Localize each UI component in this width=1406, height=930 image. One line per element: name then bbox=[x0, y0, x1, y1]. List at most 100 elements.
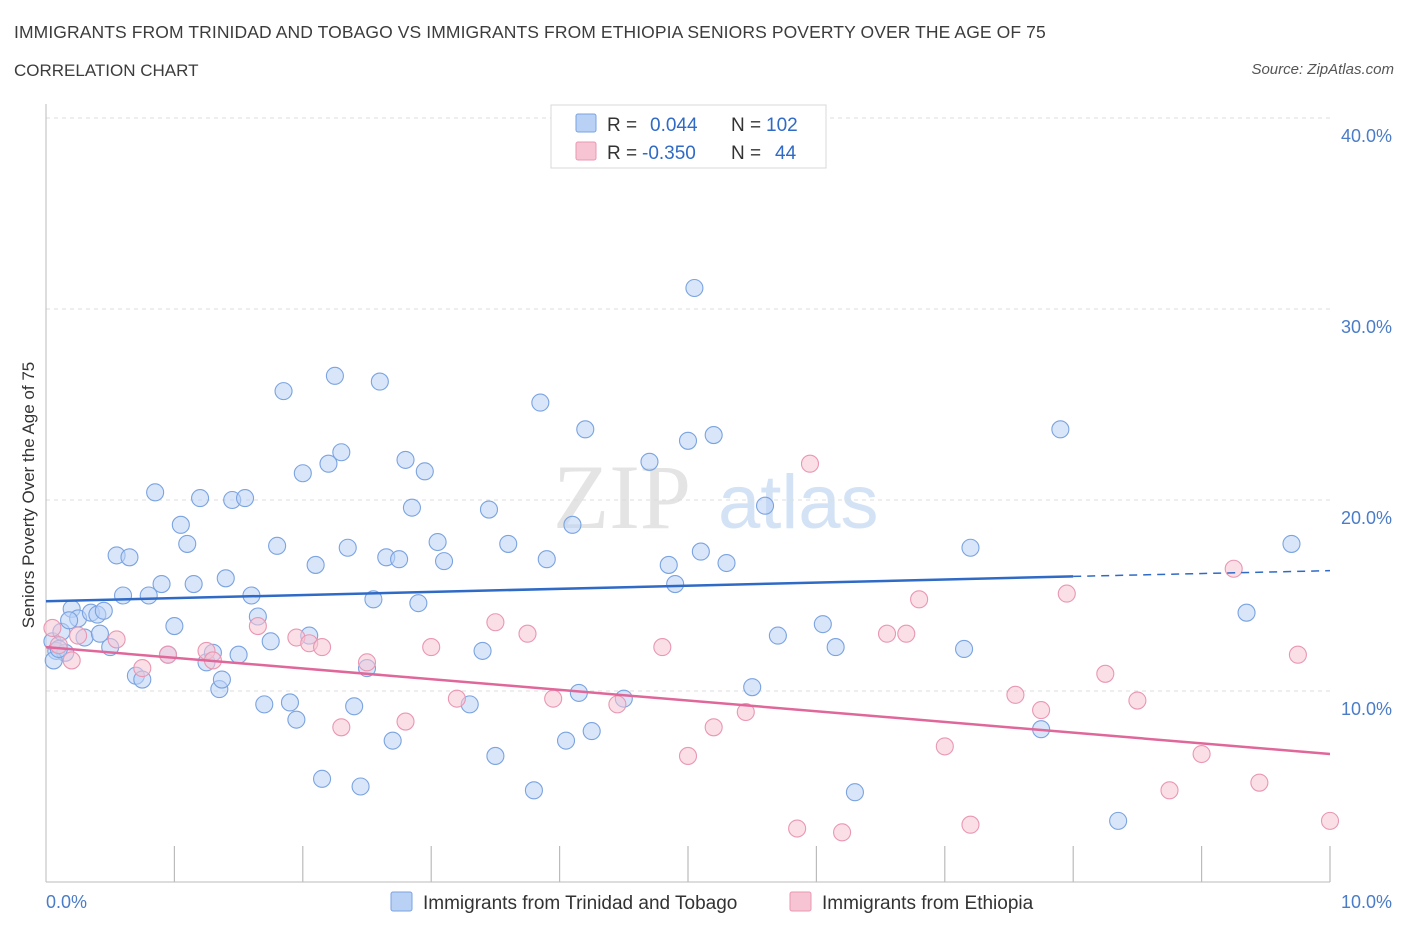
trinidad-point-76 bbox=[582, 722, 601, 741]
ethiopia-point-2 bbox=[62, 651, 81, 670]
ethiopia-point-37 bbox=[1096, 664, 1115, 683]
trinidad-point-47 bbox=[325, 366, 344, 385]
trinidad-point-41 bbox=[287, 710, 306, 729]
trinidad-point-59 bbox=[402, 498, 421, 517]
trend-trinidad-dashed bbox=[1073, 569, 1331, 578]
bottom-swatch-ethiopia bbox=[789, 891, 812, 912]
y-axis-label: Seniors Poverty Over the Age of 75 bbox=[19, 362, 38, 628]
ethiopia-point-34 bbox=[1006, 685, 1025, 704]
trinidad-point-24 bbox=[184, 574, 203, 594]
ethiopia-point-41 bbox=[1224, 559, 1243, 578]
chart-subtitle: CORRELATION CHART bbox=[14, 61, 199, 80]
ethiopia-point-21 bbox=[608, 695, 627, 714]
ethiopia-point-32 bbox=[935, 737, 954, 756]
ethiopia-point-36 bbox=[1057, 584, 1076, 603]
legend-r-label-1: R = bbox=[607, 115, 637, 136]
bottom-swatch-trinidad bbox=[390, 891, 413, 912]
trinidad-point-69 bbox=[524, 781, 543, 800]
ethiopia-point-14 bbox=[357, 653, 377, 672]
y-tick-label-30: 30.0% bbox=[1341, 317, 1392, 337]
ethiopia-point-4 bbox=[107, 630, 126, 649]
ethiopia-point-24 bbox=[704, 718, 723, 737]
ethiopia-point-33 bbox=[961, 815, 980, 834]
ethiopia-point-26 bbox=[788, 819, 807, 838]
trinidad-point-66 bbox=[479, 500, 499, 519]
trinidad-point-98 bbox=[1282, 534, 1301, 553]
trend-lines bbox=[45, 569, 1331, 756]
trinidad-point-91 bbox=[845, 783, 864, 802]
ethiopia-point-40 bbox=[1192, 744, 1211, 764]
trinidad-point-14 bbox=[120, 548, 139, 567]
trinidad-point-19 bbox=[152, 574, 171, 594]
trinidad-point-82 bbox=[685, 278, 704, 298]
trinidad-point-57 bbox=[390, 550, 409, 569]
trinidad-point-75 bbox=[576, 420, 595, 439]
trinidad-point-62 bbox=[428, 532, 447, 552]
series-trinidad-points bbox=[43, 278, 1301, 830]
ethiopia-point-16 bbox=[422, 638, 441, 657]
trinidad-point-13 bbox=[113, 586, 133, 605]
y-tick-label-10: 10.0% bbox=[1341, 699, 1392, 719]
trinidad-point-38 bbox=[268, 536, 287, 555]
trinidad-point-60 bbox=[409, 594, 428, 613]
ethiopia-point-38 bbox=[1128, 691, 1147, 710]
trinidad-point-22 bbox=[171, 515, 190, 534]
trinidad-point-53 bbox=[364, 590, 383, 609]
trinidad-point-29 bbox=[212, 670, 231, 689]
ethiopia-point-29 bbox=[877, 624, 897, 643]
trinidad-point-36 bbox=[255, 695, 274, 714]
ethiopia-point-28 bbox=[833, 823, 852, 842]
trinidad-point-88 bbox=[768, 626, 787, 645]
trinidad-point-44 bbox=[306, 555, 325, 574]
trinidad-point-87 bbox=[755, 496, 775, 515]
trinidad-point-67 bbox=[486, 746, 505, 765]
correlation-legend: R = 0.044 N = 102 R = -0.350 N = 44 bbox=[550, 104, 827, 169]
trinidad-point-100 bbox=[60, 611, 79, 630]
trinidad-point-65 bbox=[473, 641, 492, 660]
trinidad-point-63 bbox=[434, 552, 454, 571]
ethiopia-point-18 bbox=[486, 613, 505, 632]
trinidad-point-73 bbox=[563, 515, 582, 534]
trinidad-point-70 bbox=[531, 393, 550, 412]
trinidad-point-56 bbox=[383, 731, 402, 750]
trinidad-point-25 bbox=[191, 489, 210, 508]
trinidad-point-81 bbox=[678, 431, 698, 450]
series-legend: Immigrants from Trinidad and Tobago Immi… bbox=[390, 891, 1034, 914]
x-ticks bbox=[173, 846, 1331, 882]
legend-n-value-2: 44 bbox=[775, 143, 797, 164]
watermark-atlas: atlas bbox=[718, 460, 879, 545]
trinidad-point-50 bbox=[345, 697, 364, 716]
legend-r-value-2: -0.350 bbox=[642, 143, 696, 164]
ethiopia-point-25 bbox=[736, 702, 755, 722]
ethiopia-point-31 bbox=[910, 590, 929, 609]
trinidad-point-46 bbox=[319, 454, 338, 473]
source-credit: Source: ZipAtlas.com bbox=[1251, 61, 1394, 78]
trinidad-point-32 bbox=[229, 645, 248, 664]
ethiopia-point-3 bbox=[69, 626, 88, 645]
trinidad-point-68 bbox=[499, 534, 518, 553]
trinidad-point-93 bbox=[961, 538, 980, 557]
ethiopia-point-43 bbox=[1288, 645, 1307, 664]
trinidad-point-30 bbox=[216, 569, 235, 588]
grid-lines bbox=[46, 117, 1330, 692]
trinidad-point-45 bbox=[313, 769, 332, 788]
bottom-legend-ethiopia: Immigrants from Ethiopia bbox=[822, 893, 1034, 914]
legend-swatch-ethiopia bbox=[575, 141, 597, 161]
ethiopia-point-17 bbox=[447, 689, 466, 708]
legend-n-value-1: 102 bbox=[766, 115, 798, 136]
series-ethiopia-points bbox=[43, 454, 1340, 842]
trinidad-point-42 bbox=[293, 464, 312, 483]
trinidad-point-49 bbox=[338, 538, 357, 557]
ethiopia-point-5 bbox=[133, 659, 152, 678]
ethiopia-point-6 bbox=[158, 645, 178, 664]
trinidad-point-101 bbox=[90, 624, 109, 643]
x-tick-label-max: 10.0% bbox=[1341, 892, 1392, 912]
chart-title: IMMIGRANTS FROM TRINIDAD AND TOBAGO VS I… bbox=[14, 22, 1046, 42]
ethiopia-point-23 bbox=[678, 746, 698, 765]
trinidad-point-86 bbox=[743, 678, 762, 697]
trinidad-point-97 bbox=[1237, 603, 1256, 622]
legend-n-label-2: N = bbox=[731, 143, 761, 164]
trinidad-point-92 bbox=[955, 639, 974, 659]
trinidad-point-84 bbox=[704, 426, 723, 445]
